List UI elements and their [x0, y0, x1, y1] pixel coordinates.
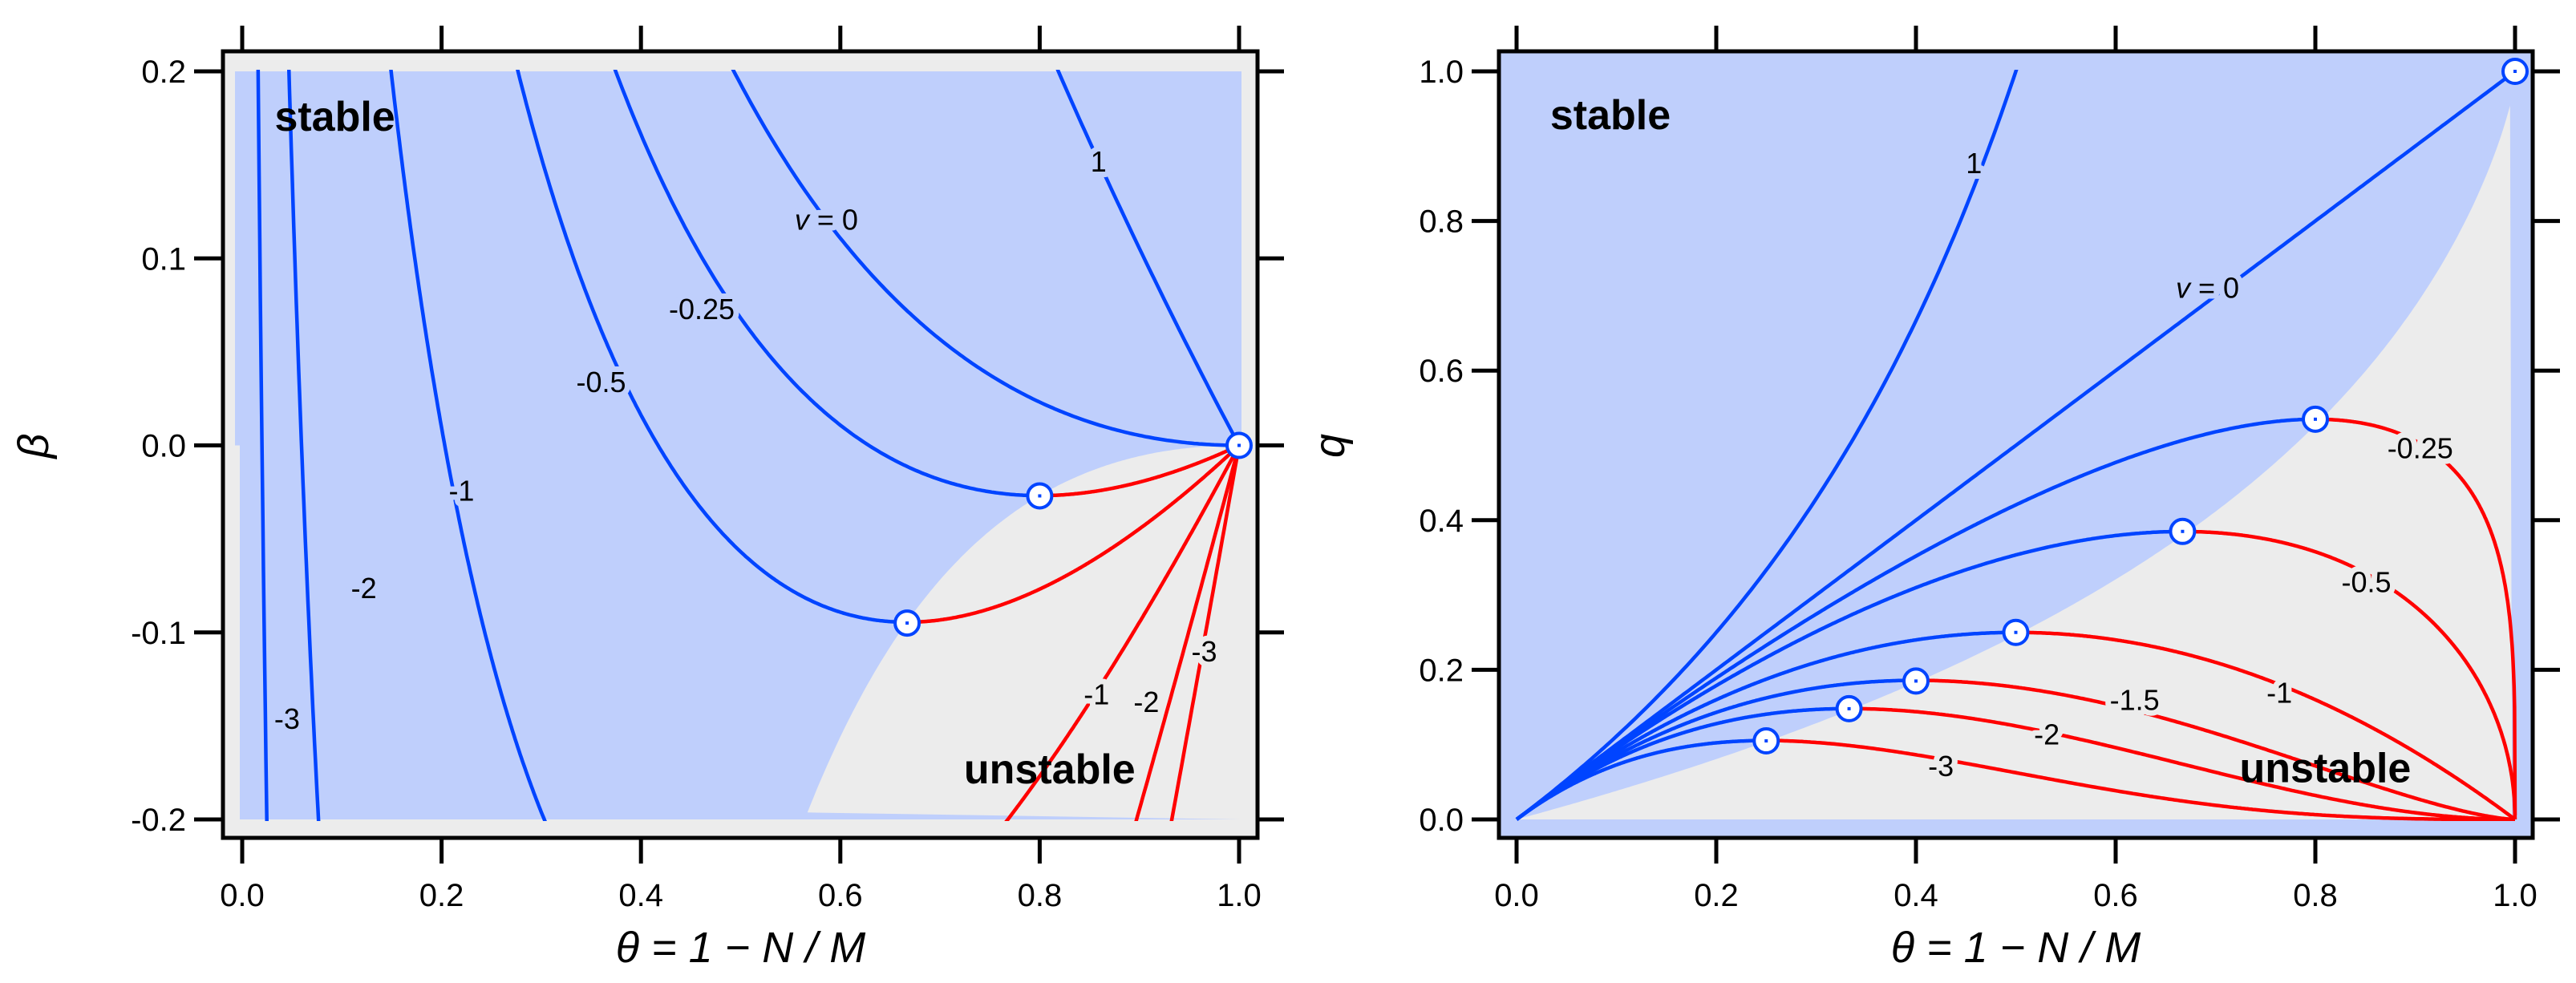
x-tick-label: 0.0 [220, 878, 265, 913]
unstable-branch-line [1849, 706, 2515, 821]
unstable-branch-line [1039, 443, 1241, 498]
stable-branch-line [516, 70, 907, 625]
q-panel: 1 v = 0 -0.25 -0.5 -1 -1.5 -2 -3 stable unstable 0… [1306, 26, 2560, 972]
y-tick-label: 0.2 [1419, 653, 1464, 688]
stable-branch-line [1515, 529, 2182, 821]
stable-branch-line [1515, 630, 2016, 821]
stable-branch-line [1055, 70, 1241, 447]
critical-point-dot [905, 621, 909, 625]
x-tick-label: 1.0 [1217, 878, 1262, 913]
stable-branch-line [1515, 738, 1767, 821]
unstable-region-label: unstable [964, 746, 1136, 793]
curve-label: v = 0 [2176, 272, 2239, 305]
x-tick-label: 0.2 [419, 878, 464, 913]
unstable-branch-line [906, 443, 1241, 625]
y-tick-label: 0.8 [1419, 204, 1464, 240]
stable-branch-line [731, 70, 1239, 447]
y-tick-label: 0.0 [141, 429, 186, 464]
x-axis-title: θ = 1 − N / M [1891, 924, 2141, 972]
x-tick-label: 0.0 [1494, 878, 1539, 913]
stable-region-label: stable [274, 94, 395, 140]
curve-label: -2 [351, 572, 377, 605]
critical-point-dot [1914, 679, 1918, 683]
curve-label: -3 [274, 702, 300, 735]
unstable-branch-line [1916, 678, 2516, 821]
curve-label: -0.5 [2341, 565, 2391, 598]
curve-label: -3 [1191, 635, 1217, 668]
curve-label: -2 [2034, 718, 2060, 751]
critical-point-dot [2181, 529, 2185, 533]
curve-label: -0.25 [669, 293, 735, 326]
curve-label: 1 [1966, 147, 1982, 180]
x-tick-label: 0.4 [618, 878, 663, 913]
unstable-region [807, 445, 1241, 819]
y-tick-label: 0.4 [1419, 504, 1464, 539]
beta-panel: 1 v = 0 -0.25 -0.5 -1 -1 -2 -2 -3 -3 stable unstabl… [10, 26, 1284, 972]
y-tick-label: 0.6 [1419, 354, 1464, 389]
curve-label: v = 0 [795, 203, 858, 236]
curve-label: -0.5 [576, 366, 626, 398]
stable-branch-line [1515, 417, 2315, 821]
y-tick-label: -0.2 [131, 803, 186, 838]
critical-point-dot [1038, 494, 1042, 498]
unstable-region-label: unstable [2240, 746, 2412, 792]
x-tick-label: 0.2 [1694, 878, 1739, 913]
stable-region-label: stable [1550, 92, 1671, 139]
unstable-region [1517, 105, 2513, 820]
x-tick-label: 0.6 [818, 878, 863, 913]
x-axis-title: θ = 1 − N / M [616, 924, 865, 972]
unstable-branch-line [2015, 630, 2517, 821]
critical-point-dot [1764, 739, 1768, 743]
unstable-branch-line [1004, 444, 1241, 821]
y-tick-label: 0.0 [1419, 803, 1464, 838]
curve-label: -0.25 [2388, 431, 2453, 464]
curve-label: -1 [448, 474, 474, 507]
critical-point-dot [2513, 70, 2517, 73]
stable-branch-line [1515, 70, 2517, 821]
curve-label: -1 [1083, 678, 1109, 711]
critical-point-dot [1237, 443, 1241, 447]
plot-frame [1497, 49, 2535, 840]
x-tick-label: 0.6 [2093, 878, 2138, 913]
stable-branch-line [613, 70, 1040, 498]
y-tick-label: 0.1 [141, 241, 186, 277]
x-tick-label: 1.0 [2493, 878, 2538, 913]
stable-branch-line [389, 70, 547, 821]
critical-point-dot [2314, 417, 2317, 421]
x-tick-label: 0.4 [1894, 878, 1938, 913]
x-tick-label: 0.8 [1018, 878, 1063, 913]
curve-label: -1.5 [2110, 684, 2160, 717]
stable-branch-line [286, 70, 321, 821]
curve-label: 1 [1091, 145, 1107, 178]
critical-point-dot [1847, 706, 1851, 710]
curve-label: -1 [2266, 676, 2292, 709]
y-tick-label: 1.0 [1419, 55, 1464, 90]
curve-label: -3 [1928, 750, 1954, 783]
unstable-branch-line [1766, 738, 2515, 821]
stable-branch-line [1515, 706, 1849, 821]
unstable-branch-line [2182, 529, 2517, 820]
x-tick-label: 0.8 [2293, 878, 2338, 913]
stable-branch-line [1515, 70, 2019, 821]
y-tick-label: 0.2 [141, 55, 186, 90]
critical-point-dot [2014, 630, 2018, 634]
y-axis-title: β [10, 434, 58, 460]
curve-label: -2 [1133, 686, 1159, 718]
y-axis-title: q [1306, 434, 1354, 458]
unstable-branch-line [2315, 417, 2517, 815]
y-tick-label: -0.1 [131, 616, 186, 651]
